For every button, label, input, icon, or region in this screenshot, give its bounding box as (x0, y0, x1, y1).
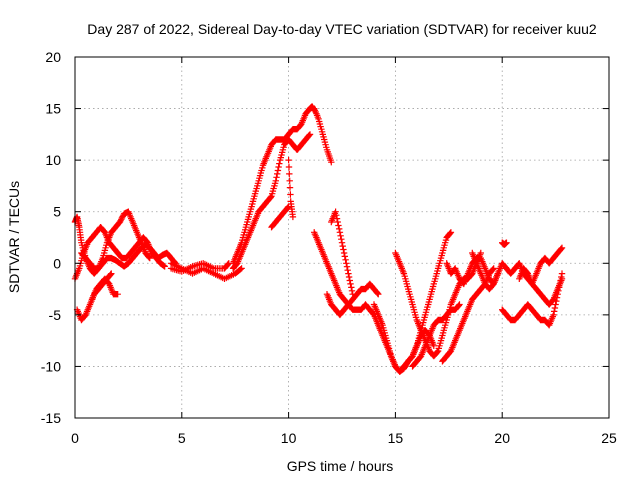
y-tick-label: -5 (49, 307, 62, 323)
axis-ticks: 0 5 10 15 20 25 -15 -10 -5 0 5 10 15 20 (41, 49, 617, 446)
point-markers (499, 270, 566, 329)
x-tick-label: 0 (71, 430, 79, 446)
chart-title: Day 287 of 2022, Sidereal Day-to-day VTE… (87, 21, 597, 37)
series-arc-h (229, 103, 318, 267)
series-arc-i (229, 131, 314, 272)
y-tick-label: 20 (45, 49, 61, 65)
y-tick-label: 5 (53, 204, 61, 220)
point-markers (78, 241, 179, 272)
y-tick-label: 15 (45, 101, 61, 117)
point-markers (409, 301, 463, 370)
series-arc-g (167, 260, 232, 275)
series-arc-x (499, 239, 510, 248)
point-markers (328, 208, 356, 298)
point-markers (229, 103, 318, 267)
series-arc-v (499, 270, 566, 329)
series-arc-l (311, 105, 335, 166)
y-tick-label: 0 (53, 255, 61, 271)
point-markers (285, 156, 297, 221)
y-tick-label: -10 (41, 358, 61, 374)
plot-frame (74, 56, 610, 419)
point-markers (311, 105, 335, 166)
x-tick-label: 15 (388, 430, 404, 446)
series-arc-w (516, 244, 566, 288)
series-arc-k (285, 156, 297, 221)
series-arc-r (409, 301, 463, 370)
series-arc-j (268, 203, 292, 231)
point-markers (499, 239, 510, 248)
point-markers (516, 244, 566, 288)
point-markers (370, 229, 455, 375)
y-tick-label: -15 (41, 410, 61, 426)
series-arc-p (370, 229, 455, 375)
point-markers (88, 275, 121, 303)
data-points (71, 103, 566, 375)
x-tick-label: 25 (601, 430, 617, 446)
series-arc-o (328, 208, 356, 298)
x-axis-title: GPS time / hours (287, 458, 394, 474)
x-tick-label: 10 (281, 430, 297, 446)
point-markers (268, 203, 292, 231)
series-arc-n (323, 280, 382, 319)
point-markers (323, 280, 382, 319)
y-axis-title: SDTVAR / TECUs (6, 181, 22, 293)
grid-layer (75, 57, 609, 418)
series-arc-d (78, 241, 179, 272)
series-arc-e (88, 275, 121, 303)
point-markers (229, 131, 314, 272)
x-tick-label: 5 (178, 430, 186, 446)
point-markers (167, 260, 232, 275)
y-tick-label: 10 (45, 152, 61, 168)
x-tick-label: 20 (494, 430, 510, 446)
